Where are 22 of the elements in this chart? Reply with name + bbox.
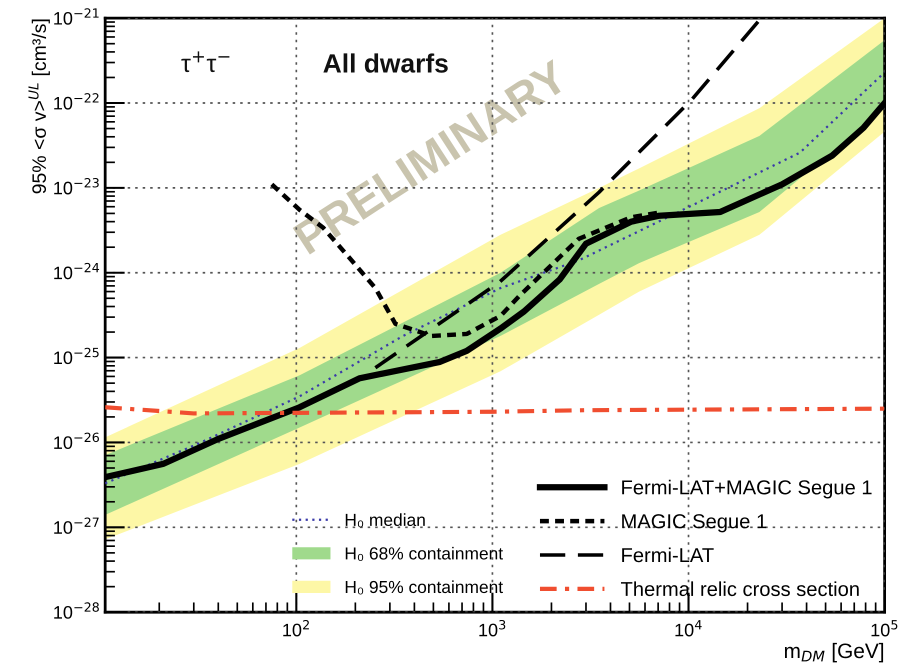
legend-label: H₀ 68% containment — [346, 546, 503, 561]
y-tick-label: 10$^{−24}$ — [54, 262, 100, 280]
y-axis-title: 95% <σ v>$^{UL}$ [cm³/s] — [28, 20, 50, 194]
x-tick-label: 10$^{2}$ — [283, 620, 309, 636]
legend-label: H₀ median — [346, 513, 425, 528]
y-tick-label: 10$^{−23}$ — [54, 178, 99, 194]
x-tick-label: 10$^{5}$ — [872, 620, 898, 636]
y-tick-label: 10$^{−27}$ — [54, 517, 99, 534]
y-tick-label: 10$^{−25}$ — [54, 348, 99, 364]
y-tick-label: 10$^{−21}$ — [54, 8, 99, 25]
y-tick-label: 10$^{−28}$ — [54, 602, 99, 619]
legend-label: Thermal relic cross section — [620, 581, 859, 596]
legend-label: H₀ 95% containment — [346, 580, 503, 595]
legend-label: Fermi-LAT+MAGIC Segue 1 — [622, 480, 872, 498]
x-tick-label: 10$^{3}$ — [479, 620, 506, 636]
y-tick-label: 10$^{−26}$ — [54, 432, 99, 450]
x-axis-title: m$_{DM}$ [GeV] — [784, 642, 884, 662]
x-tick-label: 10$^{4}$ — [675, 620, 702, 636]
annotation: τ$^{+}$τ$^{−}$ — [181, 51, 230, 72]
y-tick-label: 10$^{−22}$ — [54, 93, 98, 110]
legend-label: MAGIC Segue 1 — [622, 514, 766, 532]
legend-label: Fermi-LAT — [622, 547, 714, 562]
